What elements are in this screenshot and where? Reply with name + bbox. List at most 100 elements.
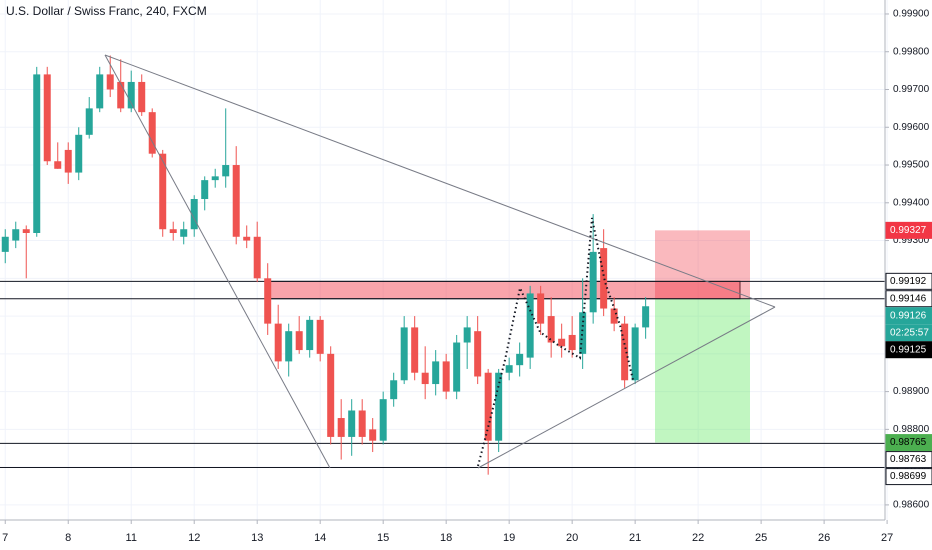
candle-body bbox=[526, 293, 534, 358]
candle-body bbox=[264, 278, 272, 324]
target-zone bbox=[655, 298, 750, 443]
trend-line bbox=[104, 54, 331, 469]
candle-body bbox=[12, 229, 20, 241]
candle-body bbox=[432, 361, 440, 385]
candle-body bbox=[1, 236, 9, 252]
candle-body bbox=[159, 153, 167, 230]
y-tick-label: 0.99800 bbox=[893, 46, 930, 57]
y-tick-label: 0.98900 bbox=[893, 386, 930, 397]
candle-body bbox=[610, 308, 618, 324]
x-tick-label: 27 bbox=[881, 532, 893, 544]
candle-body bbox=[474, 331, 482, 377]
candle-body bbox=[306, 319, 314, 351]
stop-zone bbox=[655, 230, 750, 299]
candle-body bbox=[148, 112, 156, 154]
y-tick-label: 0.99900 bbox=[893, 9, 930, 20]
x-tick-label: 18 bbox=[440, 532, 452, 544]
price-tag bbox=[885, 272, 932, 290]
candle-body bbox=[106, 74, 114, 90]
candle-body bbox=[600, 248, 608, 309]
candle-body bbox=[138, 81, 146, 113]
candle-body bbox=[642, 306, 650, 328]
candle-body bbox=[379, 399, 387, 441]
candle-body bbox=[243, 236, 251, 241]
candle-body bbox=[568, 334, 576, 351]
candle-body bbox=[22, 229, 30, 233]
candle-body bbox=[442, 361, 450, 392]
candle-body bbox=[621, 323, 629, 381]
candle-body bbox=[222, 165, 230, 177]
x-tick-label: 21 bbox=[629, 532, 641, 544]
axes: 0.99900 0.99800 0.99700 0.99600 0.99500 0.994… bbox=[2, 9, 932, 544]
pattern-line bbox=[477, 217, 634, 467]
price-tag bbox=[885, 221, 932, 239]
price-tag bbox=[885, 468, 932, 486]
x-tick-label: 11 bbox=[126, 532, 137, 544]
candle-body bbox=[75, 134, 83, 173]
y-tick-label: 0.98600 bbox=[893, 500, 930, 511]
x-tick-label: 22 bbox=[692, 532, 704, 544]
x-tick-label: 7 bbox=[2, 532, 8, 544]
price-tag bbox=[885, 324, 932, 342]
candle-body bbox=[348, 410, 356, 437]
x-tick-label: 19 bbox=[503, 532, 515, 544]
price-tag-label: 0.99126 bbox=[890, 310, 927, 321]
candle-body bbox=[453, 342, 461, 392]
candle-body bbox=[411, 327, 419, 373]
y-tick-label: 0.99500 bbox=[893, 160, 930, 171]
candle-body bbox=[85, 108, 93, 135]
candle-body bbox=[180, 229, 188, 237]
candle-body bbox=[316, 319, 324, 354]
candle-body bbox=[33, 74, 41, 233]
candle-body bbox=[558, 338, 566, 347]
candle-body bbox=[285, 331, 293, 362]
candle-body bbox=[463, 327, 471, 343]
candle-body bbox=[516, 353, 524, 366]
candle-body bbox=[253, 236, 261, 279]
chart-title: U.S. Dollar / Swiss Franc, 240, FXCM bbox=[6, 4, 207, 18]
price-tag bbox=[885, 451, 932, 469]
x-tick-label: 14 bbox=[314, 532, 326, 544]
y-tick-label: 0.99300 bbox=[893, 235, 930, 246]
price-tag-label: 0.98763 bbox=[890, 454, 927, 465]
price-tag-label: 02:25:57 bbox=[890, 327, 929, 338]
x-tick-label: 8 bbox=[65, 532, 71, 544]
price-tag-label: 0.99327 bbox=[890, 225, 927, 236]
price-tag-label: 0.99146 bbox=[890, 293, 927, 304]
x-tick-label: 12 bbox=[188, 532, 200, 544]
y-tick-label: 0.99700 bbox=[893, 84, 930, 95]
candle-body bbox=[337, 418, 345, 437]
x-tick-label: 13 bbox=[251, 532, 263, 544]
trend-line bbox=[104, 54, 776, 308]
price-tag-label: 0.98765 bbox=[890, 437, 927, 448]
x-tick-label: 20 bbox=[566, 532, 578, 544]
candle-body bbox=[201, 180, 209, 200]
candle-body bbox=[369, 429, 377, 441]
candle-body bbox=[327, 353, 335, 437]
price-tag bbox=[885, 341, 932, 359]
candle-body bbox=[295, 331, 303, 351]
y-tick-label: 0.99400 bbox=[893, 197, 930, 208]
candle-body bbox=[117, 81, 125, 109]
candle-body bbox=[169, 229, 177, 233]
candle-body bbox=[358, 410, 366, 437]
candle-body bbox=[400, 327, 408, 381]
candle-body bbox=[190, 199, 198, 230]
candle-body bbox=[274, 323, 282, 362]
price-tag-label: 0.99125 bbox=[890, 344, 927, 355]
price-tag bbox=[885, 290, 932, 308]
drawings bbox=[104, 54, 776, 469]
candle-body bbox=[211, 176, 219, 181]
drawings-back bbox=[0, 230, 885, 469]
candle-body bbox=[421, 372, 429, 385]
x-tick-label: 25 bbox=[755, 532, 767, 544]
price-tag bbox=[885, 307, 932, 325]
candle-body bbox=[43, 74, 51, 162]
candle-body bbox=[547, 316, 555, 343]
candle-body bbox=[631, 327, 639, 381]
candle-body bbox=[495, 372, 503, 441]
candle-body bbox=[537, 293, 545, 324]
candle-body bbox=[127, 81, 135, 109]
